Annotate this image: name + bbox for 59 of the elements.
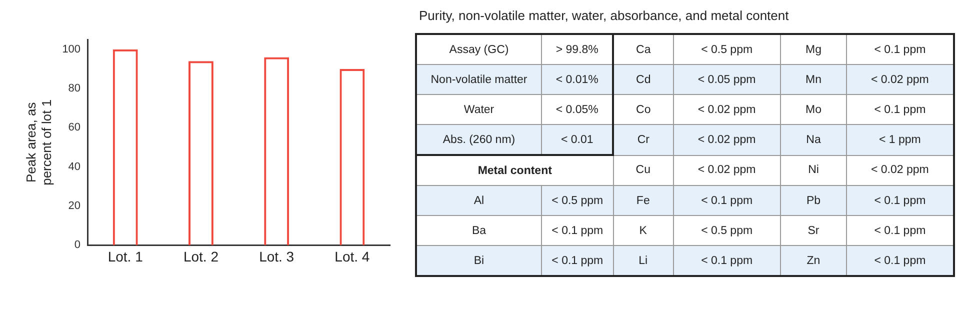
text: Water (416, 94, 542, 124)
text: < 0.1 ppm (846, 34, 954, 64)
y-tick-label: 100 (62, 43, 81, 56)
text: Al (416, 186, 542, 216)
y-tick-label: 0 (74, 239, 81, 252)
y-axis-title: Peak area, as percent of lot 1 (23, 99, 54, 186)
text: < 0.1 ppm (846, 94, 954, 124)
text: Cr (613, 124, 674, 155)
text: K (613, 216, 674, 246)
text: Mn (780, 64, 846, 94)
text: Na (780, 124, 846, 155)
text: Cd (613, 64, 674, 94)
text: Purity, non-volatile matter, water, absorbance, and metal content (419, 8, 790, 23)
text: < 0.01% (542, 64, 614, 94)
x-tick-label: Lot. 1 (108, 248, 144, 264)
text: Zn (780, 246, 846, 276)
x-tick-label: Lot. 4 (334, 248, 370, 264)
text: < 0.1 ppm (542, 246, 614, 276)
text: Mo (780, 94, 846, 124)
y-tick-label: 80 (68, 82, 81, 95)
text: Metal content (416, 155, 614, 186)
text: Assay (GC) (416, 34, 542, 64)
text: < 0.01 (542, 124, 614, 155)
text: < 0.1 ppm (846, 186, 954, 216)
text: < 0.02 ppm (673, 94, 781, 124)
text: Li (613, 246, 674, 276)
text: < 0.1 ppm (846, 216, 954, 246)
text: < 0.1 ppm (673, 186, 781, 216)
text: Pb (780, 186, 846, 216)
text: Non-volatile matter (416, 64, 542, 94)
text: Ni (780, 155, 846, 186)
text: < 0.5 ppm (673, 216, 781, 246)
text: < 0.02 ppm (673, 124, 781, 155)
text: Mg (780, 34, 846, 64)
text: Fe (613, 186, 674, 216)
text: Ba (416, 216, 542, 246)
text: Co (613, 94, 674, 124)
text: Ca (613, 34, 674, 64)
x-tick-label: Lot. 2 (183, 248, 219, 264)
text: < 0.02 ppm (846, 64, 954, 94)
text: < 1 ppm (846, 124, 954, 155)
text: < 0.5 ppm (542, 186, 614, 216)
y-tick-label: 40 (68, 160, 81, 173)
text: < 0.1 ppm (542, 216, 614, 246)
text: Sr (780, 216, 846, 246)
y-tick-label: 60 (68, 122, 81, 134)
text: < 0.05 ppm (673, 64, 781, 94)
y-tick-label: 20 (68, 200, 81, 212)
text: < 0.1 ppm (846, 246, 954, 276)
text: < 0.1 ppm (673, 246, 781, 276)
text: Bi (416, 246, 542, 276)
text: Cu (613, 155, 674, 186)
text: < 0.5 ppm (673, 34, 781, 64)
text: < 0.02 ppm (673, 155, 781, 186)
text: > 99.8% (542, 34, 614, 64)
text: < 0.05% (542, 94, 614, 124)
text: Abs. (260 nm) (416, 124, 542, 155)
text: < 0.02 ppm (846, 155, 954, 186)
x-tick-label: Lot. 3 (259, 248, 294, 264)
